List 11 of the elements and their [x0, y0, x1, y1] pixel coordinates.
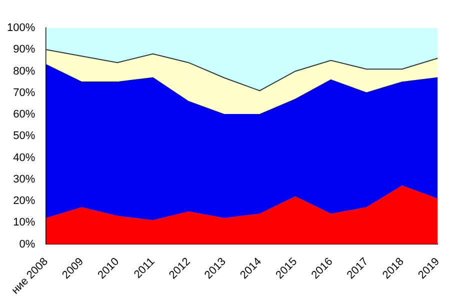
y-tick-label: 70% — [13, 86, 36, 99]
y-tick-label: 90% — [13, 44, 36, 56]
y-tick-label: 50% — [13, 130, 36, 142]
y-tick-label: 10% — [13, 216, 36, 229]
y-tick-label: 0% — [19, 238, 36, 250]
y-tick-label: 80% — [13, 65, 36, 78]
y-tick-label: 40% — [13, 152, 36, 164]
y-tick-label: 20% — [13, 195, 36, 208]
y-tick-label: 100% — [6, 22, 36, 34]
y-tick-label: 30% — [13, 173, 36, 186]
y-tick-label: 60% — [13, 108, 36, 121]
